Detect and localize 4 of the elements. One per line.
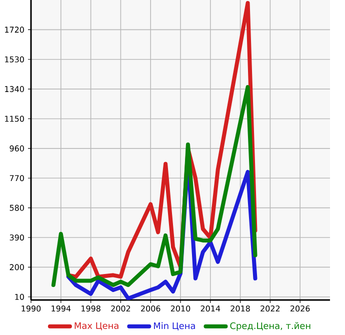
line-series <box>51 85 258 287</box>
legend-label: Min Цена <box>154 322 195 330</box>
legend-label: Max Цена <box>74 322 118 330</box>
legend-label: Сред.Цена, т.йен <box>230 322 310 331</box>
